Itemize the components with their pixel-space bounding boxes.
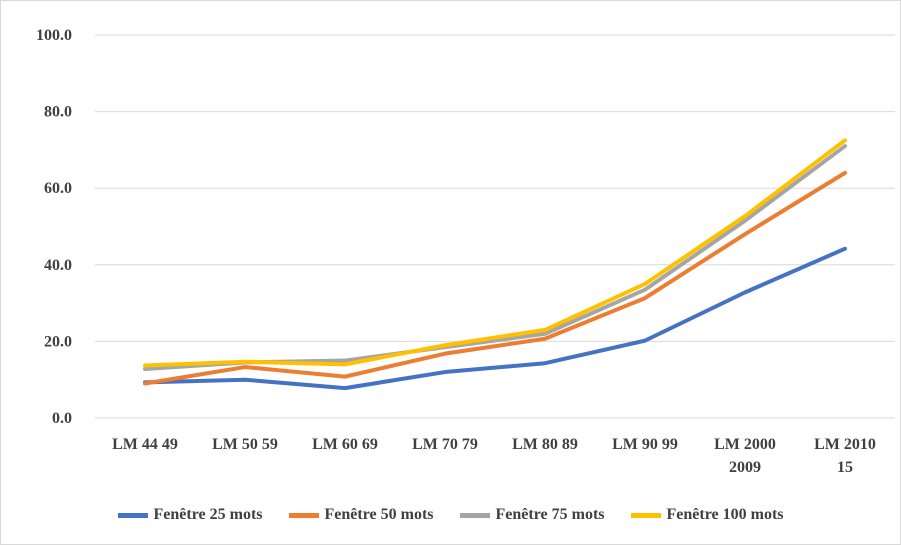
legend-label: Fenêtre 25 mots	[153, 506, 263, 523]
x-tick-label: LM 50 59	[212, 436, 278, 453]
y-tick-label: 20.0	[44, 333, 72, 350]
legend: Fenêtre 25 mots Fenêtre 50 mots Fenêtre 75…	[0, 506, 901, 524]
legend-item: Fenêtre 100 mots	[630, 506, 784, 524]
series-line-3	[143, 144, 847, 371]
x-tick-label: LM 60 69	[312, 436, 378, 453]
legend-swatch	[630, 512, 661, 518]
x-tick-label: 2009	[729, 459, 761, 476]
legend-label: Fenêtre 50 mots	[324, 506, 434, 523]
x-tick-label: LM 2000	[714, 436, 776, 453]
series-line-1	[143, 246, 847, 391]
series-line-2	[143, 170, 847, 386]
gridlines	[95, 34, 895, 419]
legend-item: Fenêtre 75 mots	[459, 506, 605, 524]
x-tick-label: LM 90 99	[612, 436, 678, 453]
legend-item: Fenêtre 50 mots	[288, 506, 434, 524]
x-tick-label: LM 2010	[814, 436, 876, 453]
legend-swatch	[288, 512, 319, 518]
y-tick-label: 100.0	[36, 27, 72, 44]
legend-item: Fenêtre 25 mots	[117, 506, 263, 524]
legend-label: Fenêtre 75 mots	[495, 506, 605, 523]
x-tick-label: LM 80 89	[512, 436, 578, 453]
legend-swatch	[459, 512, 490, 518]
x-axis-ticks: LM 44 49 LM 50 59 LM 60 69 LM 70 79 LM 80 89…	[112, 436, 876, 476]
series-line-4	[143, 138, 847, 368]
legend-label: Fenêtre 100 mots	[666, 506, 784, 523]
y-tick-label: 40.0	[44, 257, 72, 274]
y-tick-label: 0.0	[52, 410, 72, 427]
y-tick-label: 60.0	[44, 180, 72, 197]
y-tick-label: 80.0	[44, 104, 72, 121]
y-axis-ticks: 0.0 20.0 40.0 60.0 80.0 100.0	[36, 27, 72, 427]
x-tick-label: 15	[837, 459, 853, 476]
x-tick-label: LM 70 79	[412, 436, 478, 453]
x-tick-label: LM 44 49	[112, 436, 178, 453]
legend-swatch	[117, 512, 148, 518]
series-lines	[143, 138, 847, 391]
